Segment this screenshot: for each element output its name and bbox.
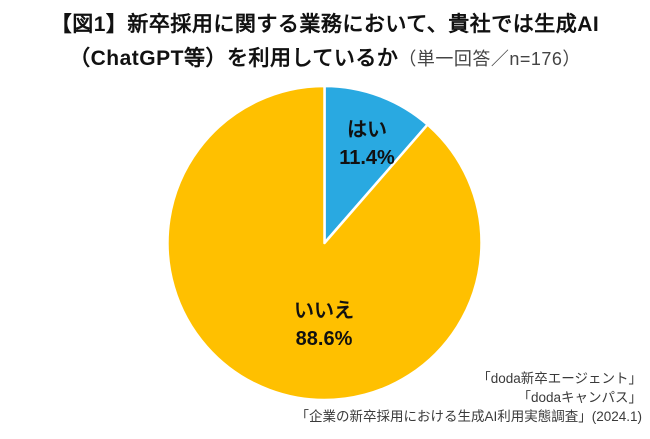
source-credit-line3: 「企業の新卒採用における生成AI利用実態調査」(2024.1) [295, 409, 642, 424]
pie-slice-yes [323, 84, 429, 245]
pie-label-no-name: いいえ [294, 300, 354, 322]
chart-title-line1: 【図1】新卒採用に関する業務において、貴社では生成AI [0, 8, 650, 42]
chart-title-line1-text: 【図1】新卒採用に関する業務において、貴社では生成AI [50, 13, 600, 36]
chart-title-line2: （ChatGPT等）を利用しているか（単一回答／n=176） [0, 42, 650, 76]
pie-label-no-value: 88.6% [295, 328, 353, 350]
source-credit-line1: 「doda新卒エージェント」 [477, 371, 642, 386]
pie-label-yes-value: 11.4% [339, 147, 395, 169]
pie-slice-no [166, 84, 483, 402]
pie-label-yes-name: はい [346, 119, 387, 141]
chart-title-sample-note: （単一回答／n=176） [398, 49, 581, 69]
chart-title-line2-main: （ChatGPT等）を利用しているか [69, 47, 399, 70]
pie-label-yes: はい 11.4% [339, 116, 395, 172]
pie-label-no: いいえ 88.6% [294, 297, 354, 353]
chart-title: 【図1】新卒採用に関する業務において、貴社では生成AI （ChatGPT等）を利… [0, 8, 650, 76]
source-credit-line2: 「dodaキャンパス」 [517, 390, 642, 405]
source-credit: 「doda新卒エージェント」 「dodaキャンパス」 「企業の新卒採用における生… [295, 369, 642, 426]
